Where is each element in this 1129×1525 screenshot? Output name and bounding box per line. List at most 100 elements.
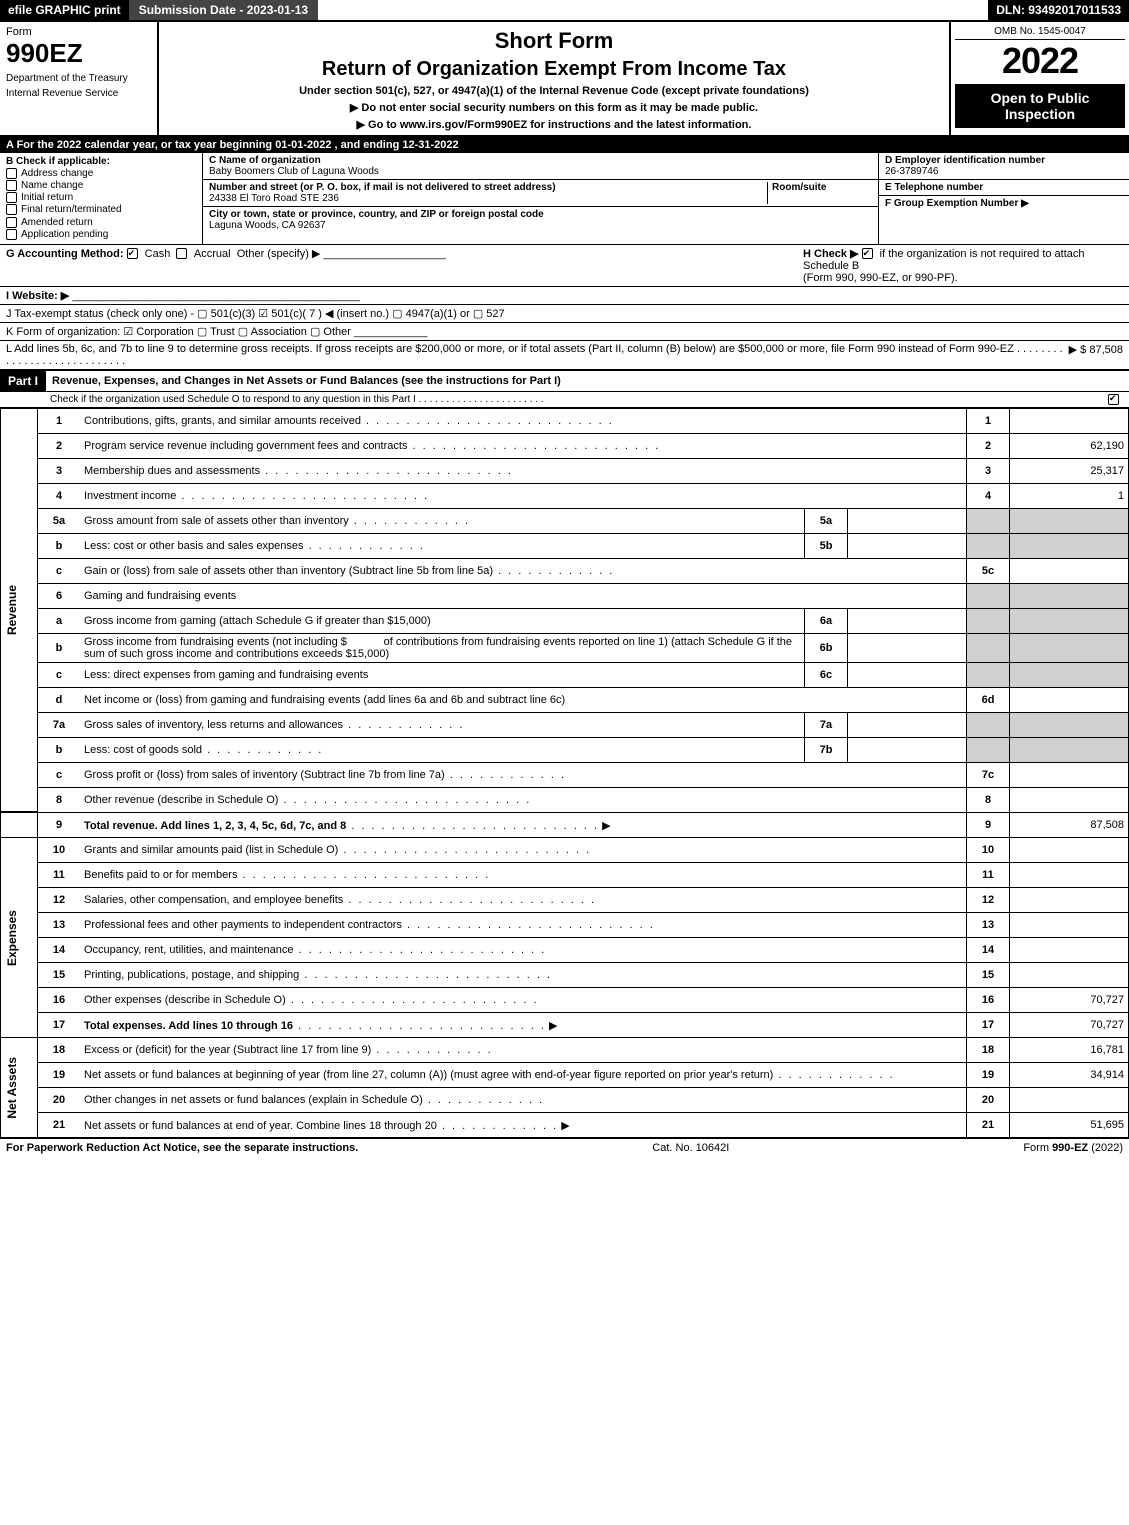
mid-label: 6a — [805, 608, 848, 633]
line-no: a — [38, 608, 81, 633]
part-i-header: Part I Revenue, Expenses, and Changes in… — [0, 370, 1129, 392]
line-no: 18 — [38, 1038, 81, 1063]
right-val: 62,190 — [1010, 433, 1129, 458]
street-address: 24338 El Toro Road STE 236 — [209, 193, 339, 204]
line-desc: Occupancy, rent, utilities, and maintena… — [84, 944, 294, 956]
box-g: G Accounting Method: Cash Accrual Other … — [6, 247, 446, 260]
line-no: 8 — [38, 787, 81, 812]
right-val — [1010, 938, 1129, 963]
line-no: 2 — [38, 433, 81, 458]
line-desc: Contributions, gifts, grants, and simila… — [84, 415, 361, 427]
page-footer: For Paperwork Reduction Act Notice, see … — [0, 1138, 1129, 1157]
line-no: 9 — [38, 812, 81, 838]
cb-label: Application pending — [21, 229, 108, 240]
shaded-cell — [967, 533, 1010, 558]
mid-val — [848, 712, 967, 737]
mid-val — [848, 662, 967, 687]
l-amount: ▶ $ 87,508 — [1069, 343, 1123, 356]
box-b-header: B Check if applicable: — [6, 156, 196, 167]
mid-label: 5a — [805, 508, 848, 533]
mid-label: 6b — [805, 633, 848, 662]
box-c: C Name of organization Baby Boomers Club… — [203, 153, 878, 244]
checkbox-schedule-b[interactable] — [862, 248, 873, 259]
line-desc: Gross income from gaming (attach Schedul… — [84, 615, 431, 627]
short-form-title: Short Form — [167, 28, 941, 54]
arrow-icon: ▶ — [549, 1020, 557, 1032]
box-k: K Form of organization: ☑ Corporation ▢ … — [0, 323, 1129, 341]
checkbox-amended-return[interactable] — [6, 217, 17, 228]
header-row: Form 990EZ Department of the Treasury In… — [0, 22, 1129, 137]
cb-label: Address change — [21, 168, 93, 179]
mid-label: 5b — [805, 533, 848, 558]
shaded-cell — [1010, 662, 1129, 687]
line-desc: Professional fees and other payments to … — [84, 919, 402, 931]
checkbox-cash[interactable] — [127, 248, 138, 259]
line-desc: Program service revenue including govern… — [84, 440, 407, 452]
mid-val — [848, 633, 967, 662]
line-no: 12 — [38, 888, 81, 913]
mid-val — [848, 508, 967, 533]
tax-exempt-status: J Tax-exempt status (check only one) - ▢… — [6, 308, 505, 320]
omb-number: OMB No. 1545-0047 — [955, 24, 1125, 40]
box-def: D Employer identification number 26-3789… — [878, 153, 1129, 244]
checkbox-schedule-o[interactable] — [1108, 394, 1119, 405]
org-name-label: C Name of organization — [209, 155, 321, 166]
dept-irs: Internal Revenue Service — [6, 88, 151, 99]
shaded-cell — [1010, 508, 1129, 533]
shaded-cell — [967, 662, 1010, 687]
footer-left: For Paperwork Reduction Act Notice, see … — [6, 1142, 358, 1154]
l-text: L Add lines 5b, 6c, and 7b to line 9 to … — [6, 343, 1069, 367]
line-no: 16 — [38, 988, 81, 1013]
goto-link[interactable]: ▶ Go to www.irs.gov/Form990EZ for instru… — [167, 118, 941, 131]
shaded-cell — [1010, 633, 1129, 662]
shaded-cell — [1010, 737, 1129, 762]
top-bar: efile GRAPHIC print Submission Date - 20… — [0, 0, 1129, 22]
line-desc: Gross profit or (loss) from sales of inv… — [84, 769, 445, 781]
line-desc: Less: direct expenses from gaming and fu… — [84, 669, 368, 681]
form-label: Form — [6, 26, 151, 38]
g-other: Other (specify) ▶ — [237, 248, 321, 260]
mid-label: 6c — [805, 662, 848, 687]
right-val — [1010, 913, 1129, 938]
right-num: 13 — [967, 913, 1010, 938]
right-val: 70,727 — [1010, 988, 1129, 1013]
line-no: 7a — [38, 712, 81, 737]
shaded-cell — [967, 583, 1010, 608]
header-right: OMB No. 1545-0047 2022 Open to Public In… — [949, 22, 1129, 135]
city-state-zip: Laguna Woods, CA 92637 — [209, 220, 326, 231]
part-i-label: Part I — [0, 371, 46, 391]
right-num: 4 — [967, 483, 1010, 508]
line-no: 11 — [38, 863, 81, 888]
return-title: Return of Organization Exempt From Incom… — [167, 58, 941, 81]
sched-o-text: Check if the organization used Schedule … — [50, 394, 544, 405]
line-no: 3 — [38, 458, 81, 483]
checkbox-application-pending[interactable] — [6, 229, 17, 240]
right-val: 25,317 — [1010, 458, 1129, 483]
ein-value: 26-3789746 — [885, 166, 938, 177]
header-center: Short Form Return of Organization Exempt… — [159, 22, 949, 135]
right-val — [1010, 963, 1129, 988]
right-val: 1 — [1010, 483, 1129, 508]
right-num: 12 — [967, 888, 1010, 913]
line-no: c — [38, 662, 81, 687]
revenue-side-label: Revenue — [5, 585, 19, 635]
dln-label: DLN: 93492017011533 — [988, 0, 1129, 20]
right-num: 6d — [967, 687, 1010, 712]
box-l: L Add lines 5b, 6c, and 7b to line 9 to … — [0, 341, 1129, 370]
shaded-cell — [1010, 712, 1129, 737]
line-desc: Other changes in net assets or fund bala… — [84, 1094, 423, 1106]
line-no: 1 — [38, 408, 81, 433]
checkbox-final-return[interactable] — [6, 204, 17, 215]
checkbox-initial-return[interactable] — [6, 192, 17, 203]
checkbox-name-change[interactable] — [6, 180, 17, 191]
right-num: 3 — [967, 458, 1010, 483]
addr-label: Number and street (or P. O. box, if mail… — [209, 182, 556, 193]
right-num: 19 — [967, 1063, 1010, 1088]
open-public-inspection: Open to Public Inspection — [955, 84, 1125, 128]
checkbox-accrual[interactable] — [176, 248, 187, 259]
line-no: 19 — [38, 1063, 81, 1088]
line-desc: Gaming and fundraising events — [84, 590, 236, 602]
right-num: 14 — [967, 938, 1010, 963]
shaded-cell — [967, 737, 1010, 762]
checkbox-address-change[interactable] — [6, 168, 17, 179]
